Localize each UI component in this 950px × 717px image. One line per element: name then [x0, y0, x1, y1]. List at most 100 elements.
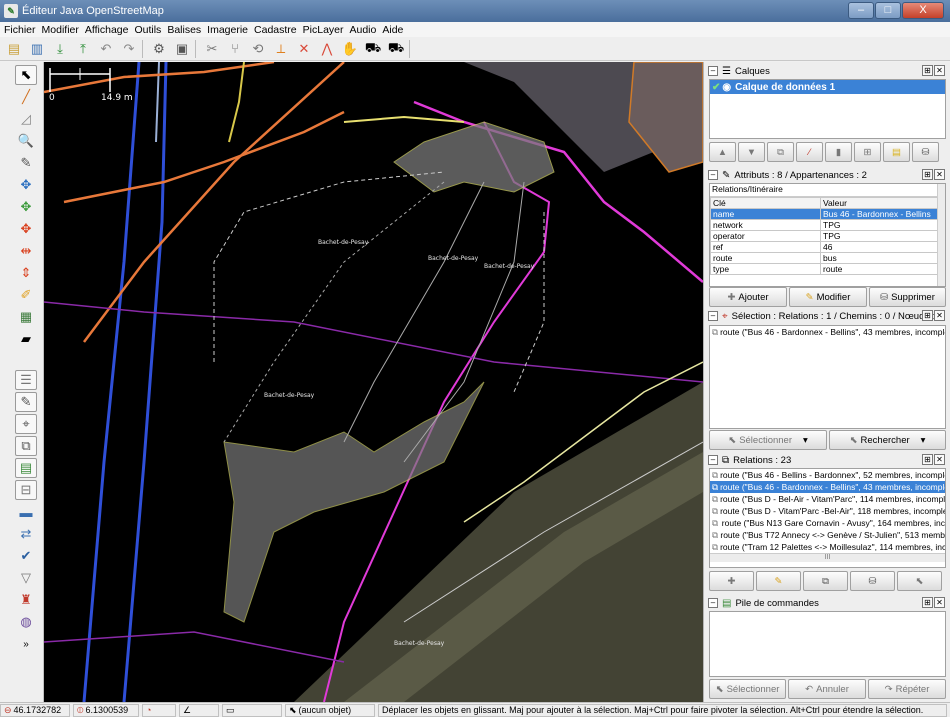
move-down-button[interactable]: ▼	[738, 142, 765, 162]
opacity-button[interactable]: ▮	[825, 142, 852, 162]
attributes-scrollbar[interactable]	[937, 184, 945, 286]
zoom-icon[interactable]: 🔍	[17, 133, 35, 148]
collapse-toggle[interactable]: –	[708, 598, 718, 608]
resize-horizontal-icon[interactable]: ⇹	[20, 243, 32, 258]
menu-imagerie[interactable]: Imagerie	[207, 23, 249, 36]
close-panel-icon[interactable]: ✕	[934, 597, 945, 608]
close-panel-icon[interactable]: ✕	[934, 65, 945, 76]
redo-command-button[interactable]: ↷ Répéter	[868, 679, 946, 699]
hand-icon[interactable]: ✋	[341, 40, 359, 56]
attribute-row[interactable]: type route	[710, 263, 939, 275]
add-tag-button[interactable]: ✚ Ajouter	[709, 287, 787, 307]
attribute-value[interactable]: 46	[820, 241, 939, 253]
node-icon[interactable]: ▦	[19, 309, 33, 324]
attribute-value[interactable]: TPG	[820, 230, 939, 242]
attribute-key[interactable]: network	[710, 219, 821, 231]
relation-item[interactable]: ⧉ route ("Tram 12 Palettes <-> Moillesula…	[712, 541, 945, 553]
attribute-value[interactable]: TPG	[820, 219, 939, 231]
relation-item[interactable]: ⧉ route ("Bus D - Vitam'Parc -Bel-Air", 1…	[712, 505, 945, 517]
menu-modifier[interactable]: Modifier	[41, 23, 79, 36]
column-value-header[interactable]: Valeur	[820, 197, 939, 209]
preferences-icon[interactable]: ⚙	[153, 40, 165, 56]
delete-mode-icon[interactable]: ✎	[20, 155, 32, 170]
delete-layer-button[interactable]: ⛁	[912, 142, 939, 162]
pencil-icon[interactable]: ✐	[20, 287, 32, 302]
detach-icon[interactable]: ⊞	[922, 597, 933, 608]
attribute-key[interactable]: route	[710, 252, 821, 264]
undo-command-button[interactable]: ↶ Annuler	[788, 679, 866, 699]
more-tools-icon[interactable]: »	[23, 638, 29, 650]
map-canvas[interactable]	[44, 62, 703, 702]
layers-list[interactable]: ✔ ◉ Calque de données 1	[709, 79, 946, 139]
selection-item[interactable]: ⧉ route ("Bus 46 - Bardonnex - Bellins", …	[712, 326, 945, 338]
info-button[interactable]: ▤	[883, 142, 910, 162]
select-button[interactable]: ⬉ Sélectionner ▾	[709, 430, 827, 450]
close-panel-icon[interactable]: ✕	[934, 169, 945, 180]
menu-aide[interactable]: Aide	[382, 23, 404, 36]
search-button[interactable]: ⬉ Rechercher ▾	[829, 430, 946, 450]
relations-toggle-icon[interactable]: ⧉	[15, 436, 37, 456]
layers-panel-header[interactable]: – ☰ Calques ⊞ ✕	[708, 64, 947, 78]
maximize-button[interactable]: □	[875, 2, 901, 19]
select-command-button[interactable]: ⬉ Sélectionner	[709, 679, 786, 699]
move-red-icon[interactable]: ✥	[20, 221, 32, 236]
history-toggle-icon[interactable]: ⊟	[15, 480, 37, 500]
move-up-button[interactable]: ▲	[709, 142, 736, 162]
reverse-way-icon[interactable]: ⟲	[252, 40, 264, 56]
collapse-toggle[interactable]: –	[708, 455, 718, 465]
menu-balises[interactable]: Balises	[167, 23, 202, 36]
detach-icon[interactable]: ⊞	[922, 454, 933, 465]
measure-icon[interactable]: ◿	[21, 111, 31, 126]
split-way-icon[interactable]: ✂	[206, 40, 218, 56]
menu-piclayer[interactable]: PicLayer	[302, 23, 344, 36]
collapse-toggle[interactable]: –	[708, 66, 718, 76]
save-icon[interactable]: ▥	[30, 40, 44, 56]
attribute-key[interactable]: name	[710, 208, 821, 220]
undo-icon[interactable]: ↶	[100, 40, 112, 56]
attribute-key[interactable]: operator	[710, 230, 821, 242]
combine-way-icon[interactable]: ⑂	[231, 41, 239, 56]
simplify-icon[interactable]: ⋀	[321, 40, 333, 56]
relation-item[interactable]: ⧉ route ("Bus 46 - Bardonnex - Bellins", …	[710, 481, 945, 493]
redo-icon[interactable]: ↷	[123, 40, 135, 56]
menu-audio[interactable]: Audio	[349, 23, 377, 36]
attribute-row[interactable]: ref 46	[710, 241, 939, 253]
close-panel-icon[interactable]: ✕	[934, 310, 945, 321]
attribute-value[interactable]: route	[820, 263, 939, 275]
attribute-row[interactable]: route bus	[710, 252, 939, 264]
attributes-table[interactable]: Relations/Itinéraire Clé Valeur name Bus 4…	[709, 183, 946, 287]
commands-panel-header[interactable]: – ▤ Pile de commandes ⊞ ✕	[708, 596, 947, 610]
select-members-button[interactable]: ⬉	[897, 571, 942, 591]
selection-list[interactable]: ⧉ route ("Bus 46 - Bardonnex - Bellins", …	[709, 325, 946, 429]
minimap-icon[interactable]: ▬	[19, 504, 33, 520]
duplicate-relation-button[interactable]: ⧉	[803, 571, 848, 591]
eye-icon[interactable]: ◉	[722, 81, 732, 93]
attributes-panel-header[interactable]: – ✎ Attributs : 8 / Appartenances : 2 ⊞ ✕	[708, 168, 947, 182]
show-hide-button[interactable]: ⁄	[796, 142, 823, 162]
menu-fichier[interactable]: Fichier	[4, 23, 36, 36]
collapse-toggle[interactable]: –	[708, 311, 718, 321]
delete-relation-button[interactable]: ⛁	[850, 571, 895, 591]
color-icon[interactable]: ◍	[20, 614, 32, 629]
delete-tag-button[interactable]: ⛁ Supprimer	[869, 287, 946, 307]
detach-icon[interactable]: ⊞	[922, 310, 933, 321]
tag-icon[interactable]: ▣	[175, 40, 189, 56]
commands-toggle-icon[interactable]: ▤	[15, 458, 37, 478]
attribute-value[interactable]: Bus 46 - Bardonnex - Bellins	[820, 208, 939, 220]
selection-toggle-icon[interactable]: ⌖	[15, 414, 37, 434]
resize-vertical-icon[interactable]: ⇕	[20, 265, 32, 280]
relation-item[interactable]: ⧉ route ("Bus D - Bel-Air - Vitam'Parc", …	[712, 493, 945, 505]
selection-panel-header[interactable]: – ⌖ Sélection : Relations : 1 / Chemins …	[708, 309, 947, 323]
eraser-icon[interactable]: ▰	[21, 331, 31, 346]
layer-item[interactable]: ✔ ◉ Calque de données 1	[710, 80, 945, 94]
align-circle-icon[interactable]: ✕	[298, 40, 310, 56]
relation-item[interactable]: ⧉ route ("Bus T72 Annecy <-> Genève / St-…	[712, 529, 945, 541]
attribute-row[interactable]: operator TPG	[710, 230, 939, 242]
relations-list[interactable]: ⧉ route ("Bus 46 - Bellins - Bardonnex", …	[709, 468, 946, 568]
filter-icon[interactable]: ▽	[21, 570, 31, 585]
close-button[interactable]: X	[902, 2, 944, 19]
collapse-toggle[interactable]: –	[708, 170, 718, 180]
detach-icon[interactable]: ⊞	[922, 169, 933, 180]
relation-item[interactable]: ⧉ route ("Bus 46 - Bellins - Bardonnex", …	[712, 469, 945, 481]
map-view[interactable]: 0 14.9 m Bachet-de-Pesay Bachet-de-Pesay…	[44, 62, 703, 702]
